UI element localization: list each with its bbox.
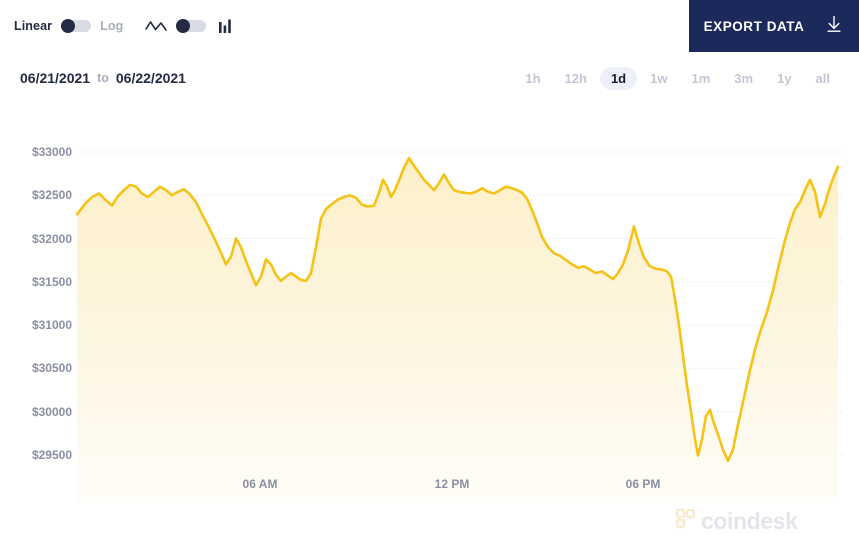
date-range-display[interactable]: 06/21/2021 to 06/22/2021 [20, 52, 186, 104]
chart-area-fill [77, 158, 838, 503]
time-range-tab-1y[interactable]: 1y [777, 70, 792, 86]
y-axis-label: $31500 [31, 274, 72, 289]
export-data-label: EXPORT DATA [703, 18, 805, 34]
y-axis-labels: $33000 $32500 $32000 $31500 $31000 $30500 $300… [0, 104, 80, 503]
coindesk-watermark: coindesk [675, 508, 798, 535]
export-data-button[interactable]: EXPORT DATA [689, 0, 859, 52]
time-range-tab-all[interactable]: all [815, 70, 830, 86]
chart-type-group [145, 16, 237, 36]
y-axis-label: $33000 [31, 145, 72, 159]
y-axis-label: $29500 [31, 447, 72, 462]
time-range-tab-1m[interactable]: 1m [691, 70, 711, 86]
time-range-tab-3m[interactable]: 3m [734, 70, 754, 86]
date-range-separator: to [97, 71, 109, 85]
price-chart[interactable]: $33000 $32500 $32000 $31500 $31000 $30500 $300… [0, 104, 859, 534]
time-range-tab-12h[interactable]: 12h [564, 70, 587, 86]
x-axis-label: 06 AM [242, 477, 278, 491]
scale-toggle[interactable] [61, 19, 92, 33]
line-chart-icon[interactable] [145, 16, 168, 36]
y-axis-label: $32000 [31, 231, 72, 246]
coindesk-watermark-text: coindesk [701, 508, 798, 534]
scale-log-label: Log [100, 19, 124, 33]
x-axis-labels: 06 AM 12 PM 06 PM [0, 477, 859, 493]
y-axis-label: $30000 [31, 404, 72, 419]
download-icon [824, 14, 844, 39]
y-axis-label: $32500 [31, 188, 72, 203]
chart-toolbar: Linear Log EXPORT DATA [0, 0, 859, 52]
scale-linear-label: Linear [14, 19, 53, 33]
date-to[interactable]: 06/22/2021 [115, 70, 186, 86]
date-from[interactable]: 06/21/2021 [20, 70, 91, 86]
price-chart-canvas[interactable] [0, 104, 859, 503]
range-row: 06/21/2021 to 06/22/2021 1h 12h 1d 1w 1m… [0, 52, 859, 104]
scale-toggle-knob [61, 19, 76, 33]
time-range-tabs: 1h 12h 1d 1w 1m 3m 1y all [514, 52, 841, 104]
bar-chart-icon[interactable] [215, 16, 237, 36]
y-axis-label: $30500 [31, 361, 72, 376]
x-axis-label: 12 PM [434, 477, 470, 491]
toolbar-left-group: Linear Log [14, 0, 237, 52]
chart-type-toggle-knob [176, 19, 191, 33]
chart-line [75, 156, 840, 463]
x-axis-label: 06 PM [625, 477, 661, 491]
chart-type-toggle[interactable] [176, 19, 207, 33]
time-range-tab-1d[interactable]: 1d [599, 66, 638, 90]
time-range-tab-1h[interactable]: 1h [525, 70, 541, 86]
time-range-tab-1w[interactable]: 1w [650, 70, 668, 86]
y-axis-label: $31000 [31, 318, 72, 332]
coindesk-logo-icon [675, 508, 696, 534]
